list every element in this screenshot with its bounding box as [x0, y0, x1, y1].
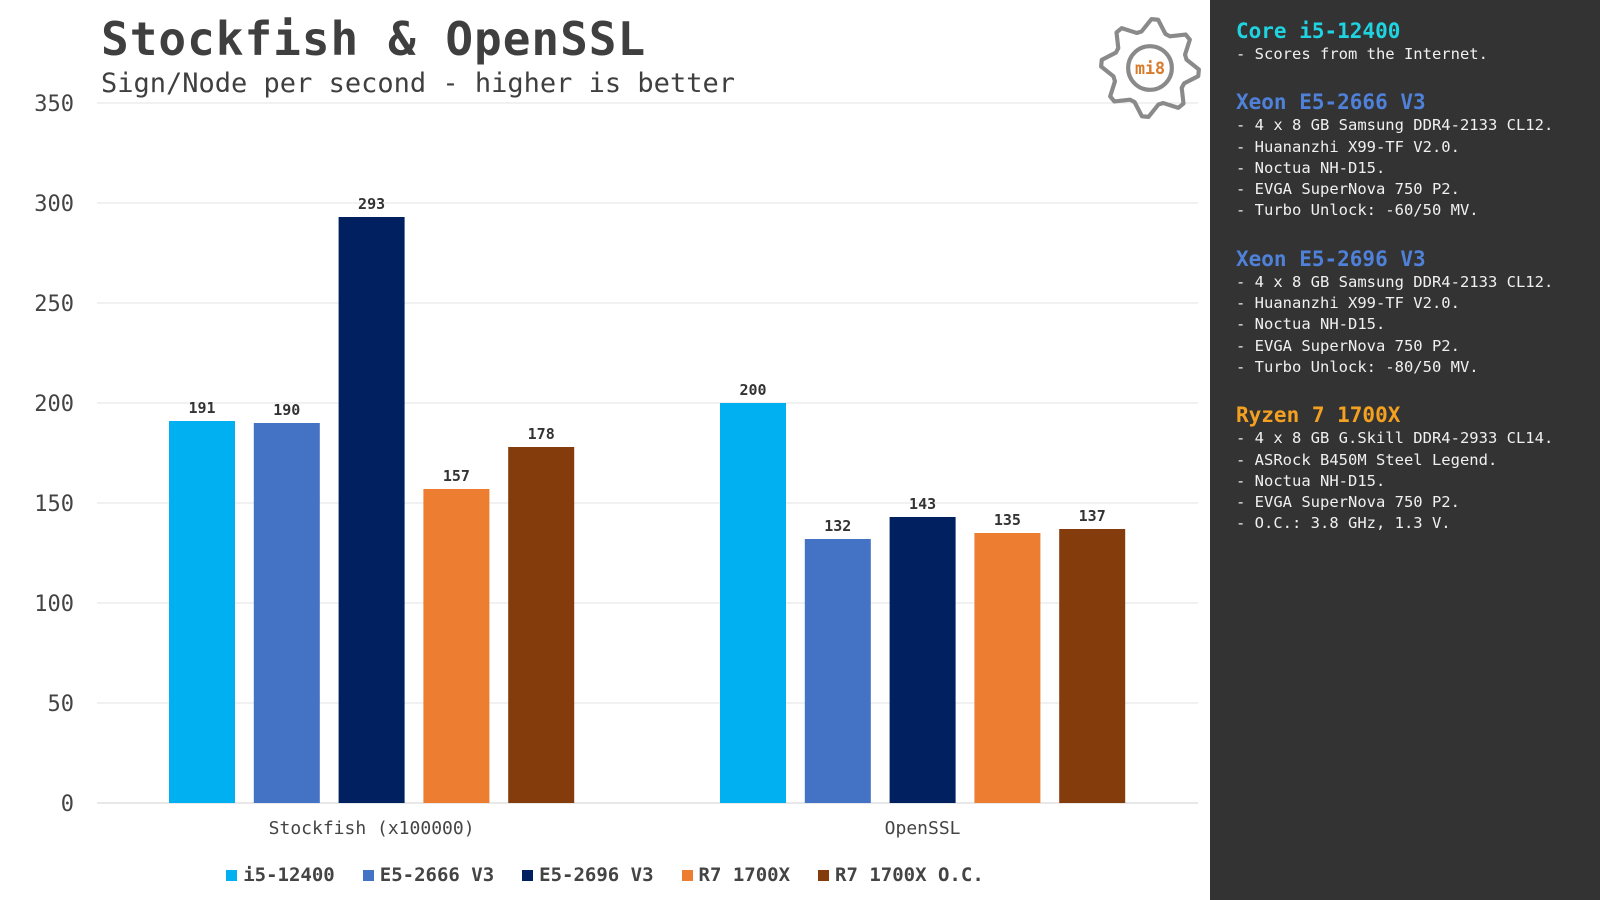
spec-block: Ryzen 7 1700X - 4 x 8 GB G.Skill DDR4-293…: [1236, 402, 1553, 534]
spec-line: - Noctua NH-D15.: [1236, 315, 1386, 334]
legend-item: R7 1700X: [681, 864, 791, 886]
bar-e5-2666-v3: [804, 539, 871, 803]
spec-block: Xeon E5-2696 V3- 4 x 8 GB Samsung DDR4-2…: [1236, 246, 1553, 378]
logo-text: mi8: [1135, 59, 1165, 78]
spec-line: - Huananzhi X99-TF V2.0.: [1236, 137, 1460, 156]
data-label: 135: [994, 511, 1021, 529]
spec-line: - EVGA SuperNova 750 P2.: [1236, 493, 1460, 512]
spec-line: - Noctua NH-D15.: [1236, 158, 1386, 177]
spec-line: - Scores from the Internet.: [1236, 45, 1488, 63]
spec-line: - Turbo Unlock: -80/50 MV.: [1236, 357, 1479, 376]
data-label: 191: [188, 399, 215, 417]
chart-area: 0 50 100 150 200 250 300 350 191 190 293 157 178 Stoc…: [0, 12, 1210, 886]
y-tick-label: 350: [34, 92, 74, 117]
y-tick-label: 100: [34, 592, 74, 617]
gear-icon: mi8: [1099, 17, 1201, 119]
specs-panel: Core i5-12400 - Scores from the Internet.…: [1210, 0, 1600, 900]
bar-i5-12400: [169, 421, 235, 803]
spec-line: - Huananzhi X99-TF V2.0.: [1236, 294, 1460, 313]
bar-r7-1700x-o-c-: [1059, 529, 1126, 803]
bar-e5-2666-v3: [253, 423, 320, 803]
y-tick-label: 250: [34, 292, 74, 317]
legend-item: i5-12400: [226, 864, 335, 886]
legend-label: R7 1700X O.C.: [835, 864, 984, 886]
spec-line: - Noctua NH-D15.: [1236, 471, 1386, 490]
category-label: Stockfish (x100000): [269, 818, 475, 839]
data-label: 143: [909, 495, 936, 513]
spec-line: - Turbo Unlock: -60/50 MV.: [1236, 201, 1479, 220]
legend-item: E5-2666 V3: [362, 864, 495, 886]
data-label: 137: [1079, 507, 1106, 525]
spec-title: Ryzen 7 1700X: [1236, 403, 1401, 428]
legend-swatch: [362, 869, 374, 881]
legend-label: E5-2666 V3: [379, 864, 495, 886]
bar-r7-1700x: [423, 489, 490, 803]
bar-i5-12400: [720, 403, 786, 803]
spec-line: - EVGA SuperNova 750 P2.: [1236, 336, 1460, 355]
spec-line: - O.C.: 3.8 GHz, 1.3 V.: [1236, 514, 1451, 533]
y-tick-label: 150: [34, 492, 74, 517]
chart-title: Stockfish & OpenSSL: [101, 12, 647, 66]
data-label: 293: [358, 195, 385, 213]
bar-r7-1700x: [974, 533, 1041, 803]
y-tick-label: 200: [34, 392, 74, 417]
legend-label: i5-12400: [243, 864, 335, 886]
spec-title: Xeon E5-2666 V3: [1236, 90, 1426, 115]
bar-chart: 0 50 100 150 200 250 300 350 191 190 293 157 178 Stoc…: [34, 92, 1198, 839]
legend-label: R7 1700X: [698, 864, 791, 886]
legend: i5-12400 E5-2666 V3 E5-2696 V3 R7 1700X R7 1…: [0, 864, 1210, 886]
spec-title: Xeon E5-2696 V3: [1236, 246, 1426, 271]
data-label: 178: [528, 425, 555, 443]
chart-subtitle: Sign/Node per second - higher is better: [101, 68, 735, 99]
bar-e5-2696-v3: [338, 217, 405, 803]
bar-r7-1700x-o-c-: [508, 447, 575, 803]
legend-swatch: [818, 869, 830, 881]
legend-swatch: [681, 869, 693, 881]
legend-swatch: [522, 869, 534, 881]
data-label: 200: [739, 381, 766, 399]
data-label: 132: [824, 517, 851, 535]
legend-swatch: [226, 869, 238, 881]
spec-line: - EVGA SuperNova 750 P2.: [1236, 180, 1460, 199]
legend-item: R7 1700X O.C.: [818, 864, 984, 886]
data-label: 190: [273, 401, 300, 419]
data-label: 157: [443, 467, 470, 485]
spec-line: - 4 x 8 GB G.Skill DDR4-2933 CL14.: [1236, 429, 1554, 448]
bar-e5-2696-v3: [889, 517, 956, 803]
legend-item: E5-2696 V3: [522, 864, 654, 886]
category-label: OpenSSL: [885, 818, 961, 839]
y-tick-label: 300: [34, 192, 74, 217]
spec-line: - 4 x 8 GB Samsung DDR4-2133 CL12.: [1236, 272, 1554, 291]
y-tick-label: 0: [61, 792, 74, 817]
y-tick-label: 50: [48, 692, 75, 717]
spec-title: Core i5-12400: [1236, 19, 1401, 43]
spec-block: Core i5-12400 - Scores from the Internet.: [1236, 18, 1488, 65]
spec-block: Xeon E5-2666 V3- 4 x 8 GB Samsung DDR4-2…: [1236, 89, 1553, 221]
spec-line: - 4 x 8 GB Samsung DDR4-2133 CL12.: [1236, 116, 1554, 135]
legend-label: E5-2696 V3: [539, 864, 654, 886]
spec-line: - ASRock B450M Steel Legend.: [1236, 450, 1498, 469]
